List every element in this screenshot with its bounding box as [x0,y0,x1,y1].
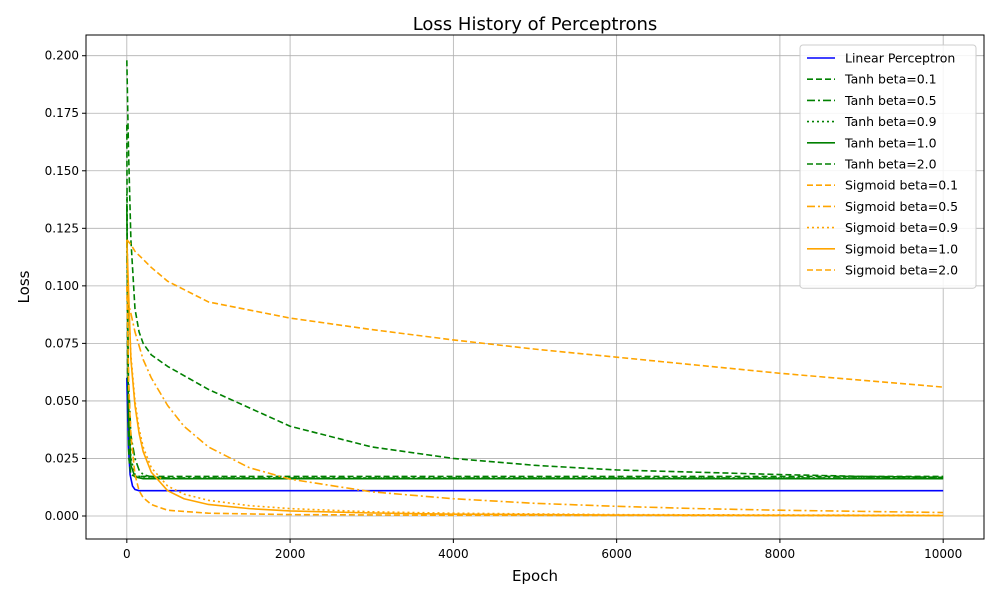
x-tick-label: 6000 [601,547,632,561]
y-tick-label: 0.050 [45,394,79,408]
legend-label: Sigmoid beta=0.5 [845,199,958,214]
plot-frame [85,34,985,540]
y-tick-label: 0.000 [45,509,79,523]
y-tick-label: 0.150 [45,164,79,178]
legend-label: Tanh beta=2.0 [844,157,937,172]
legend-label: Linear Perceptron [845,51,955,66]
legend-label: Sigmoid beta=2.0 [845,263,958,278]
y-axis-title: Loss [15,270,33,303]
legend-label: Tanh beta=0.9 [844,114,937,129]
x-tick-label: 4000 [438,547,469,561]
series-line [126,285,944,517]
x-tick-label: 8000 [765,547,796,561]
series-line [126,239,944,479]
legend: Linear Perceptron Tanh beta=0.1 Tanh beta=… [799,44,977,289]
y-tick-label: 0.175 [45,106,79,120]
x-tick-label: 2000 [275,547,306,561]
series-line [126,239,944,517]
y-tick-label: 0.025 [45,451,79,465]
chart-title: Loss History of Perceptrons [413,14,658,35]
series-line [126,239,944,388]
x-tick-label: 10000 [924,547,962,561]
legend-label: Sigmoid beta=0.9 [845,220,958,235]
y-tick-label: 0.075 [45,336,79,350]
legend-label: Sigmoid beta=0.1 [845,178,958,193]
series-line [126,377,944,492]
y-tick-label: 0.100 [45,279,79,293]
series-line [126,262,944,517]
legend-box [799,44,977,289]
y-axis-ticks: 0.000 0.025 0.050 0.075 0.100 0.125 0.150 0.175… [45,49,86,523]
series-line [126,60,944,479]
y-tick-label: 0.200 [45,49,79,63]
plot-lines [126,60,944,517]
legend-label: Sigmoid beta=1.0 [845,241,958,256]
x-axis-title: Epoch [512,567,558,585]
y-tick-label: 0.125 [45,221,79,235]
legend-label: Tanh beta=0.1 [844,72,937,87]
legend-label: Tanh beta=1.0 [844,135,937,150]
x-axis-ticks: 0 2000 4000 6000 8000 10000 [123,539,962,561]
x-tick-label: 0 [123,547,131,561]
series-line [126,297,944,514]
legend-label: Tanh beta=0.5 [844,93,937,108]
